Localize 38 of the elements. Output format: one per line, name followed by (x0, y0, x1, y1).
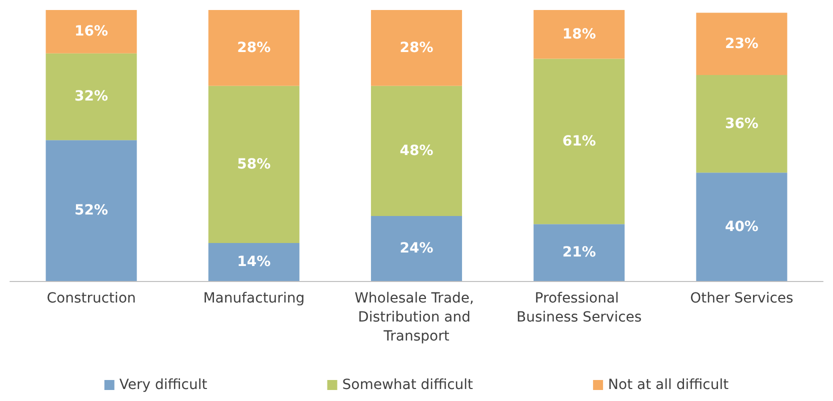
data-label: 40% (724, 218, 758, 235)
x-tick-label: Other Services (690, 290, 794, 306)
bar (534, 224, 625, 281)
x-tick-label: Manufacturing (203, 290, 305, 306)
bar (208, 10, 300, 86)
bar (46, 140, 137, 281)
bar (46, 53, 137, 140)
data-label: 28% (400, 40, 434, 56)
bar (208, 86, 300, 244)
legend-label: Not at all difficult (608, 377, 730, 393)
data-label: 28% (237, 40, 271, 56)
data-label: 21% (562, 244, 596, 261)
data-label: 14% (237, 254, 271, 270)
data-label: 61% (562, 133, 596, 150)
bar (208, 243, 300, 281)
data-label: 23% (724, 36, 758, 52)
x-tick-label: Wholesale Trade, Distribution and Transport (354, 290, 478, 344)
bar (534, 10, 625, 59)
bar (696, 75, 788, 173)
bar (370, 86, 462, 216)
x-tick-label: Professional Business Services (516, 290, 642, 326)
data-label: 18% (562, 26, 596, 42)
data-label: 52% (74, 202, 108, 219)
data-label: 36% (724, 116, 758, 132)
legend-label: Somewhat difficult (342, 377, 474, 393)
data-label: 16% (74, 24, 108, 40)
bar (696, 172, 788, 281)
x-tick-label: Construction (46, 290, 136, 306)
data-label: 48% (400, 142, 434, 159)
legend-label: Very difficult (119, 377, 208, 393)
bar (534, 58, 625, 224)
data-label: 24% (400, 240, 434, 256)
bar (370, 216, 462, 281)
bar (370, 10, 462, 86)
bar (696, 12, 788, 76)
data-label: 32% (74, 88, 108, 105)
data-label: 58% (237, 156, 271, 172)
bar (46, 10, 137, 54)
